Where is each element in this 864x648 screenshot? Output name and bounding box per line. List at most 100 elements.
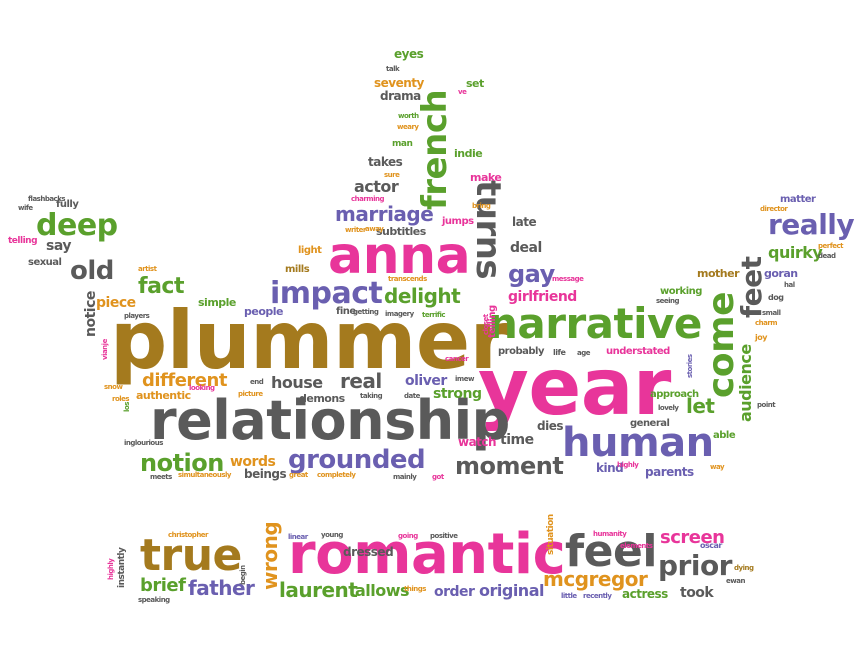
word-sexual: sexual <box>28 257 62 268</box>
word-head: artist <box>138 265 157 273</box>
word-moment: moment <box>455 452 564 480</box>
word-takes: takes <box>368 155 403 169</box>
word-artist: snow <box>104 383 123 391</box>
word-dying: dying <box>734 564 754 572</box>
word-los: telling <box>8 236 38 246</box>
word-say: say <box>46 238 71 254</box>
word-girlfriend: girlfriend <box>508 289 577 305</box>
word-laurent: laurent <box>279 578 358 602</box>
word-stories: stories <box>686 354 694 378</box>
word-inglourious: inglourious <box>124 439 163 447</box>
word-way: way <box>710 463 725 471</box>
word-positive: positive <box>430 532 458 540</box>
word-strong: strong <box>433 386 482 402</box>
word-fact: fact <box>138 274 184 299</box>
word-closet: vianje <box>101 339 109 360</box>
word-delight: delight <box>384 284 461 308</box>
word-parents: parents <box>645 465 694 479</box>
word-away: sure <box>384 171 400 179</box>
word-director: director <box>760 205 788 213</box>
word-impact: impact <box>270 276 383 311</box>
word-little: little <box>561 592 577 600</box>
word-fully: fully <box>56 199 79 210</box>
word-looking: flashbacks <box>28 195 66 203</box>
word-ewan: ewan <box>726 577 745 585</box>
word-gay: gay <box>508 260 555 288</box>
word-approach: approach <box>650 389 699 400</box>
word-young: young <box>321 531 343 539</box>
word-imew: imew <box>455 375 474 383</box>
word-speaking: speaking <box>138 596 170 604</box>
word-demons: demons <box>299 392 345 405</box>
word-things: things <box>404 585 426 593</box>
word-story: closet <box>482 314 490 335</box>
word-seeing: seeing <box>656 297 680 305</box>
word-recently: recently <box>583 592 612 600</box>
word-make: make <box>470 171 502 184</box>
word-kind: kind <box>596 461 624 475</box>
word-dressed: dressed <box>343 545 394 559</box>
word-true: true <box>140 530 242 581</box>
word-screen: screen <box>660 527 725 548</box>
word-sadness: players <box>124 312 150 320</box>
word-small: small <box>762 309 781 317</box>
word-really: really <box>768 208 855 241</box>
word-actress: actress <box>622 587 668 601</box>
word-deep: deep <box>36 208 118 243</box>
word-worth: ve <box>458 88 467 96</box>
word-imagery: imagery <box>385 310 414 318</box>
word-french: french <box>415 89 455 210</box>
word-message: message <box>552 275 584 283</box>
word-general: general <box>630 418 670 429</box>
word-meets: meets <box>150 473 172 481</box>
word-snow: los <box>123 402 131 412</box>
word-real: real <box>340 369 382 393</box>
word-oscar: oscar <box>700 541 722 550</box>
word-flashbacks: charming <box>351 195 385 203</box>
word-wrong: wrong <box>258 521 282 590</box>
word-got: got <box>432 473 444 481</box>
word-audience: audience <box>736 344 755 422</box>
word-probably: probably <box>498 346 544 357</box>
word-fine: fine <box>336 306 356 317</box>
word-light: light <box>298 245 322 256</box>
word-notion: notion <box>140 449 224 477</box>
word-allows: allows <box>355 581 410 600</box>
word-roles: wife <box>18 204 33 212</box>
word-completely: completely <box>317 471 356 479</box>
word-romantic: romantic <box>288 522 566 587</box>
word-lovely: lovely <box>658 404 679 412</box>
word-authentic: authentic <box>136 389 191 402</box>
word-life: life <box>553 348 566 357</box>
word-goran: goran <box>764 267 798 280</box>
word-getting: getting <box>353 308 379 316</box>
word-humanity: humanity <box>593 530 627 538</box>
word-instantly: instantly <box>117 547 127 588</box>
word-words: words <box>230 454 276 470</box>
word-world: worth <box>398 112 419 120</box>
word-father: father <box>188 576 255 600</box>
word-plummer: plummer <box>110 294 509 387</box>
word-different: different <box>142 370 227 391</box>
word-great: great <box>289 471 308 479</box>
word-linear: linear <box>288 533 308 541</box>
word-point: point <box>757 401 776 409</box>
word-hal: hal <box>784 281 795 289</box>
word-watch: watch <box>458 435 497 449</box>
word-cancer: cancer <box>445 355 469 363</box>
word-deal: deal <box>510 240 542 256</box>
word-charm: charm <box>755 319 778 327</box>
word-old: old <box>70 256 114 286</box>
word-going: going <box>398 532 418 540</box>
word-end: end <box>250 378 264 386</box>
word-feel: feel <box>565 526 657 577</box>
word-dog: dog <box>768 293 784 302</box>
word-grounded: grounded <box>288 445 426 475</box>
word-narrative: narrative <box>488 299 702 348</box>
word-date: date <box>404 392 420 400</box>
word-speaking-v: highly <box>107 558 115 580</box>
word-sure: talk <box>386 65 400 73</box>
word-time: time <box>500 432 534 448</box>
word-prior: prior <box>658 549 733 582</box>
